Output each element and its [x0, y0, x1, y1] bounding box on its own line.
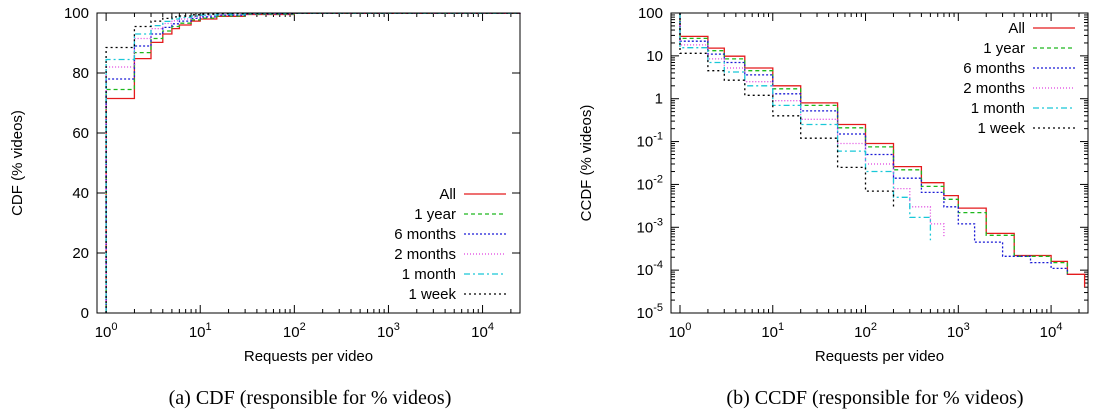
- x-tick-exp: 1: [206, 321, 212, 333]
- x-tick-base: 10: [189, 324, 206, 341]
- y-tick-exp: -3: [653, 216, 663, 228]
- x-tick-base: 10: [1040, 324, 1057, 341]
- series-line: [105, 12, 521, 313]
- y-tick-exp: -4: [653, 259, 663, 271]
- series-line: [679, 13, 1069, 275]
- legend-label: 1 year: [414, 206, 456, 223]
- x-tick-label: 103: [947, 321, 970, 341]
- x-tick-exp: 2: [300, 321, 306, 333]
- legend-label: 1 week: [977, 120, 1025, 137]
- x-tick-base: 10: [669, 324, 686, 341]
- series-line: [105, 12, 521, 313]
- x-tick-label: 104: [1040, 321, 1063, 341]
- x-tick-base: 10: [95, 324, 112, 341]
- legend-label: 1 month: [971, 100, 1025, 117]
- x-tick-exp: 1: [778, 321, 784, 333]
- series-line: [679, 13, 945, 237]
- x-tick-label: 100: [669, 321, 692, 341]
- legend-label: All: [1008, 20, 1025, 37]
- series-line: [679, 13, 895, 207]
- y-tick-exp: -5: [653, 302, 663, 314]
- x-tick-exp: 4: [1056, 321, 1062, 333]
- x-tick-label: 101: [189, 321, 212, 341]
- y-tick-label: 10-3: [637, 216, 663, 236]
- x-tick-exp: 3: [394, 321, 400, 333]
- x-tick-label: 103: [377, 321, 400, 341]
- y-tick-label: 80: [72, 65, 89, 82]
- x-tick-base: 10: [854, 324, 871, 341]
- y-tick-base: 1: [655, 91, 663, 108]
- y-tick-label: 100: [638, 5, 663, 22]
- legend-label: 6 months: [963, 60, 1025, 77]
- x-tick-label: 104: [471, 321, 494, 341]
- series-line: [105, 12, 521, 313]
- y-axis-label: CDF (% videos): [9, 110, 26, 216]
- y-tick-exp: -2: [653, 173, 663, 185]
- x-tick-label: 102: [283, 321, 306, 341]
- y-tick-label: 10-1: [637, 131, 663, 151]
- y-tick-base: 10: [637, 219, 654, 236]
- x-tick-base: 10: [947, 324, 964, 341]
- y-tick-label: 10-2: [637, 173, 663, 193]
- y-tick-label: 10: [646, 48, 663, 65]
- x-tick-base: 10: [283, 324, 300, 341]
- x-tick-base: 10: [471, 324, 488, 341]
- y-tick-label: 0: [81, 305, 89, 322]
- series-line: [105, 12, 521, 313]
- figure-caption: (b) CCDF (responsible for % videos): [726, 387, 1023, 409]
- y-tick-label: 10-4: [637, 259, 663, 279]
- x-tick-base: 10: [761, 324, 778, 341]
- legend-label: 6 months: [394, 226, 456, 243]
- x-axis-label: Requests per video: [815, 348, 944, 365]
- x-tick-exp: 2: [871, 321, 877, 333]
- legend-label: 1 week: [408, 286, 456, 303]
- y-tick-label: 20: [72, 245, 89, 262]
- y-tick-base: 10: [637, 262, 654, 279]
- legend-label: 2 months: [394, 246, 456, 263]
- y-tick-label: 1: [655, 91, 663, 108]
- series-line: [105, 12, 521, 313]
- y-tick-label: 10-5: [637, 302, 663, 322]
- y-axis-label: CCDF (% videos): [578, 105, 595, 222]
- x-tick-label: 101: [761, 321, 784, 341]
- x-tick-exp: 0: [111, 321, 117, 333]
- ccdf-panel: 100 101 102 103 10410010110-110-210-310-410-…: [578, 5, 1089, 409]
- y-tick-base: 10: [637, 176, 654, 193]
- y-tick-exp: -1: [653, 131, 663, 143]
- legend-label: 1 month: [402, 266, 456, 283]
- y-tick-base: 10: [637, 134, 654, 151]
- y-tick-label: 100: [64, 5, 89, 22]
- x-tick-exp: 3: [964, 321, 970, 333]
- plot-frame: [96, 12, 521, 314]
- series-line: [679, 13, 932, 241]
- y-tick-base: 10: [646, 48, 663, 65]
- x-tick-base: 10: [377, 324, 394, 341]
- plot-frame: [670, 12, 1089, 314]
- y-tick-base: 100: [638, 5, 663, 22]
- x-tick-exp: 4: [488, 321, 494, 333]
- series-line: [679, 13, 1069, 275]
- y-tick-label: 40: [72, 185, 89, 202]
- figure-caption: (a) CDF (responsible for % videos): [169, 387, 452, 409]
- y-tick-label: 60: [72, 125, 89, 142]
- x-axis-label: Requests per video: [244, 348, 373, 365]
- x-tick-label: 100: [95, 321, 118, 341]
- y-tick-base: 10: [637, 305, 654, 322]
- legend-label: 1 year: [983, 40, 1025, 57]
- legend-label: All: [439, 186, 456, 203]
- x-tick-exp: 0: [685, 321, 691, 333]
- series-line: [679, 13, 1086, 288]
- x-tick-label: 102: [854, 321, 877, 341]
- series-line: [105, 12, 521, 313]
- legend-label: 2 months: [963, 80, 1025, 97]
